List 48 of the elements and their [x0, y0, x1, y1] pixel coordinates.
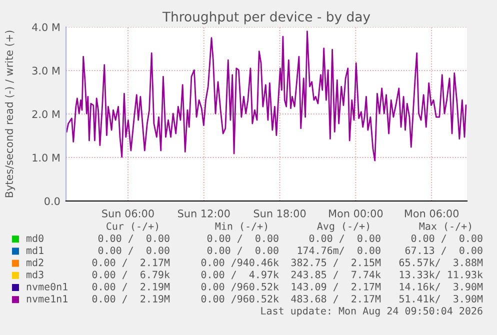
text: 14.16k/ 3.90M: [400, 282, 483, 292]
y-tick-label: 4.0 M: [32, 23, 60, 32]
text: 174.76m/ 0.00: [298, 246, 380, 255]
text: 13.33k/ 11.93k: [400, 270, 483, 280]
text: Cur (-/+): [106, 222, 158, 232]
y-tick-label: 3.0 M: [32, 66, 60, 75]
text: 483.68 / 2.17M: [291, 294, 381, 304]
text: 65.57k/ 3.88M: [399, 258, 483, 268]
legend-label: md2: [26, 258, 44, 266]
text: 0.00 /940.46k: [201, 258, 279, 268]
text: 0.00 / 2.19M: [92, 282, 170, 292]
text: 0.00 / 0.00: [309, 234, 380, 243]
text: Max (-/+): [419, 222, 472, 232]
line-series: [66, 30, 467, 162]
y-tick-label: 1.0 M: [32, 154, 60, 162]
x-tick-label: Sun 18:00: [254, 210, 306, 218]
x-tick-label: Mon 06:00: [404, 210, 459, 218]
text: Avg (-/+): [317, 222, 370, 232]
legend-label: md3: [26, 270, 44, 278]
chart-title: Throughput per device - by day: [162, 11, 370, 24]
text: 0.00 / 4.97k: [201, 270, 279, 280]
text: Last update: Mon Aug 24 09:50:04 2026: [261, 306, 482, 317]
text: 0.00 / 0.00: [207, 246, 278, 255]
y-tick-label: 2.0 M: [32, 110, 60, 118]
legend-label: md0: [26, 234, 44, 242]
text: 0.00 / 6.79k: [92, 270, 170, 280]
x-tick-label: Sun 12:00: [178, 210, 230, 218]
y-tick-label: 0.0: [44, 197, 60, 206]
text: 0.00 /960.52k: [201, 282, 279, 292]
text: 143.09 / 2.17M: [292, 282, 381, 292]
legend-label: nvme1n1: [26, 295, 68, 303]
text: 67.13 / 0.00: [405, 246, 482, 255]
text: 0.00 / 0.00: [98, 246, 170, 255]
text: 382.75 / 2.15M: [291, 258, 381, 268]
text: 0.00 / 0.00: [207, 234, 278, 243]
legend-label: md1: [26, 246, 44, 254]
text: 243.85 / 7.74k: [291, 270, 381, 280]
text: Min (-/+): [215, 222, 268, 232]
legend-label: nvme0n1: [26, 282, 68, 290]
text: 0.00 / 0.00: [411, 234, 482, 243]
text: 0.00 / 2.17M: [92, 258, 170, 268]
x-tick-label: Sun 06:00: [102, 210, 154, 218]
text: 51.41k/ 3.90M: [399, 294, 483, 304]
text: 0.00 / 0.00: [98, 234, 170, 243]
text: 0.00 / 2.19M: [92, 294, 170, 304]
y-axis-title: Bytes/second read (-) / write (+): [4, 30, 16, 198]
x-tick-label: Mon 00:00: [329, 210, 383, 218]
text: 0.00 /960.52k: [201, 294, 279, 304]
